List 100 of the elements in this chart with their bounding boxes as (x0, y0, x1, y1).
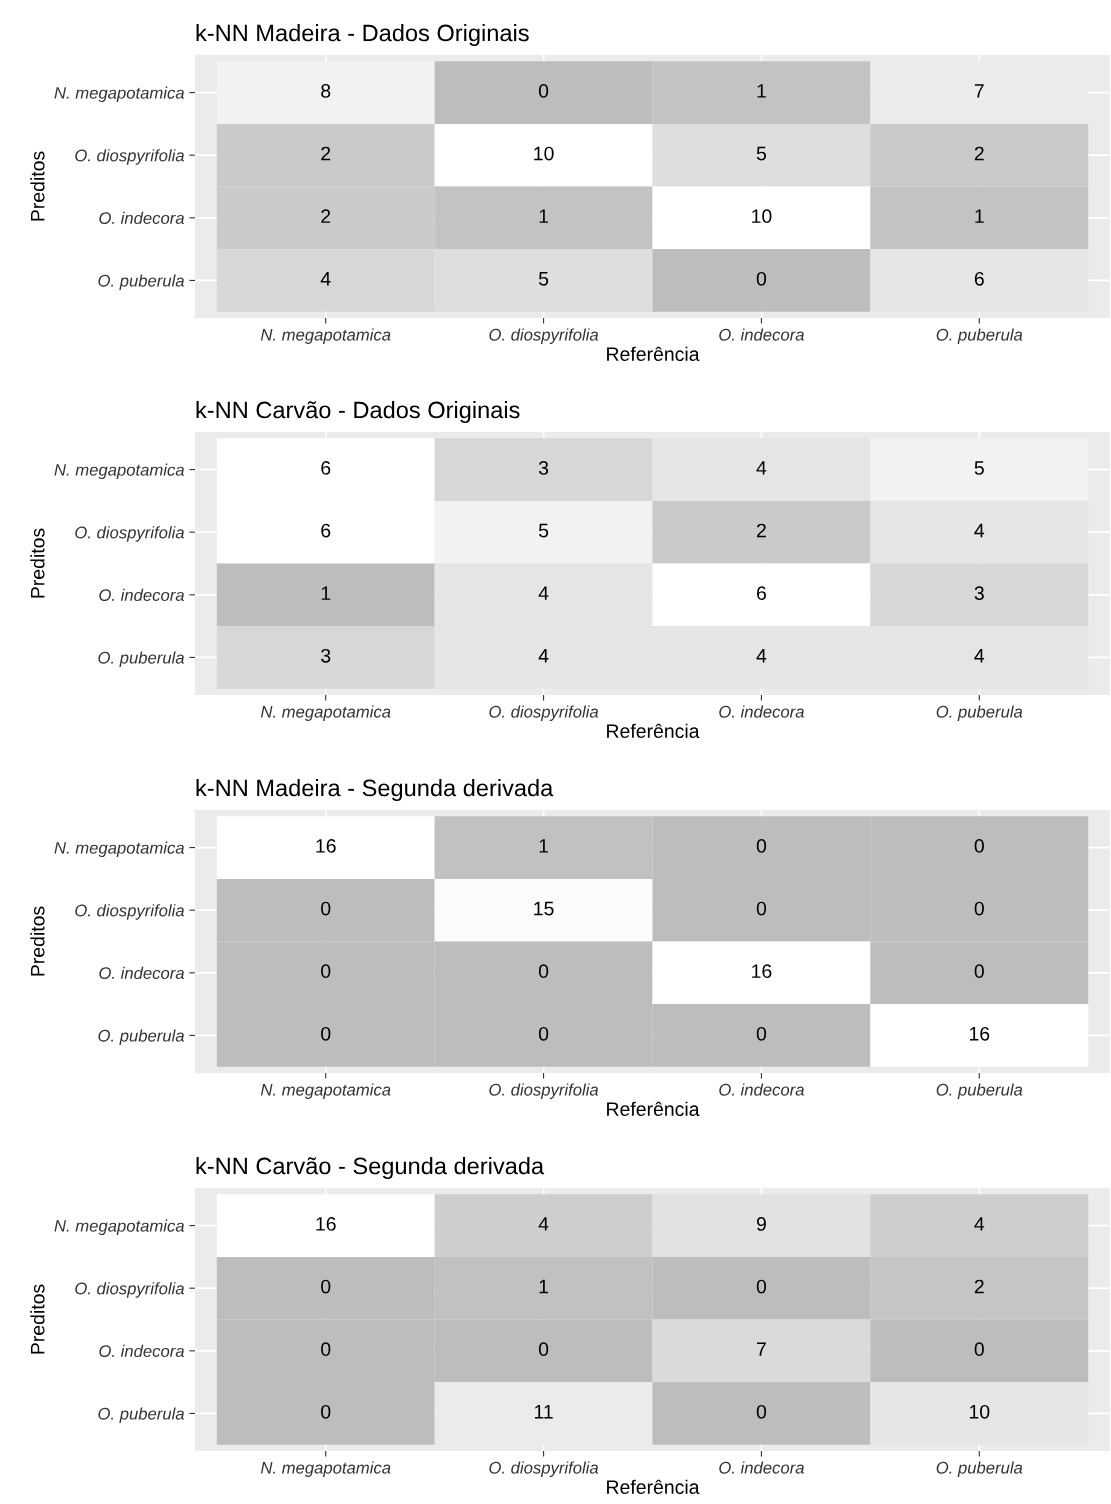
data-label: 0 (538, 964, 549, 979)
data-label: 0 (756, 901, 767, 916)
x-tick-label: N. megapotamica (260, 328, 391, 344)
data-label: 4 (974, 1217, 985, 1231)
data-label: 1 (975, 209, 984, 223)
data-label: 2 (321, 146, 331, 161)
x-tick-label: N. megapotamica (260, 1083, 391, 1099)
y-tick-label: O. diospyrifolia (75, 526, 185, 542)
data-label: 0 (538, 84, 549, 98)
x-tick-label: O. puberula (936, 328, 1023, 344)
data-label: 5 (538, 523, 549, 538)
data-label: 0 (321, 1026, 331, 1041)
data-label: 1 (757, 84, 766, 98)
data-label: 0 (321, 901, 331, 916)
data-label: 16 (316, 1217, 336, 1231)
data-label: 5 (974, 461, 984, 475)
data-label: 0 (756, 271, 767, 286)
y-tick-label: O. indecora (99, 588, 185, 602)
y-tick-label: O. indecora (99, 966, 185, 980)
y-tick-label: N. megapotamica (54, 841, 185, 858)
data-label: 7 (974, 84, 984, 98)
data-label: 0 (756, 1279, 767, 1294)
data-label: 0 (974, 901, 984, 916)
y-axis-title: Preditos (30, 1284, 45, 1354)
data-label: 9 (756, 1217, 766, 1231)
y-axis-title: Preditos (30, 151, 45, 221)
data-label: 16 (316, 839, 336, 853)
data-label: 4 (756, 461, 767, 475)
data-label: 15 (534, 901, 554, 916)
y-tick-label: O. diospyrifolia (75, 1282, 185, 1298)
x-tick-label: O. diospyrifolia (489, 1083, 599, 1099)
y-tick-label: O. diospyrifolia (75, 149, 185, 165)
y-tick-label: N. megapotamica (54, 86, 185, 103)
data-label: 6 (974, 271, 984, 286)
data-label: 3 (321, 648, 331, 663)
x-axis-title: Referência (607, 723, 700, 739)
data-label: 5 (756, 146, 767, 161)
data-label: 6 (321, 461, 331, 475)
data-label: 0 (321, 1279, 331, 1294)
data-label: 4 (538, 586, 549, 600)
x-axis-title: Referência (607, 1479, 700, 1495)
chart-title: k-NN Madeira - Segunda derivada (196, 779, 554, 802)
x-axis-title: Referência (607, 1101, 700, 1117)
data-label: 0 (321, 1404, 331, 1419)
x-tick-label: O. puberula (936, 1083, 1023, 1099)
x-axis-title: Referência (607, 346, 700, 362)
data-label: 2 (757, 523, 766, 538)
data-label: 6 (321, 523, 331, 538)
data-label: 0 (756, 1026, 767, 1041)
data-label: 2 (974, 146, 984, 161)
data-label: 10 (534, 146, 554, 161)
y-tick-label: N. megapotamica (54, 1219, 185, 1236)
y-tick-label: N. megapotamica (54, 463, 185, 480)
y-axis-title: Preditos (30, 528, 45, 598)
data-label: 4 (756, 649, 767, 663)
data-label: 3 (974, 586, 984, 601)
data-label: 16 (969, 1026, 990, 1041)
data-label: 0 (974, 839, 984, 853)
data-label: 6 (757, 586, 766, 601)
y-tick-label: O. puberula (98, 1029, 185, 1045)
data-label: 4 (974, 649, 985, 663)
data-label: 0 (974, 1342, 984, 1357)
y-tick-label: O. indecora (99, 211, 185, 225)
data-label: 0 (756, 1404, 767, 1419)
chart-title: k-NN Madeira - Dados Originais (196, 24, 529, 47)
x-tick-label: O. indecora (719, 705, 804, 718)
x-tick-label: O. diospyrifolia (489, 328, 599, 344)
x-tick-label: O. indecora (719, 1083, 804, 1096)
x-tick-label: O. diospyrifolia (489, 1461, 599, 1477)
data-label: 0 (974, 964, 984, 979)
x-tick-label: O. indecora (719, 1461, 804, 1474)
data-label: 5 (538, 272, 549, 286)
data-label: 1 (321, 586, 331, 600)
data-label: 7 (757, 1342, 766, 1356)
x-tick-label: O. indecora (719, 328, 804, 341)
data-label: 4 (320, 272, 331, 286)
data-label: 3 (538, 461, 549, 475)
y-axis-title: Preditos (30, 906, 45, 976)
x-tick-label: N. megapotamica (260, 1461, 391, 1477)
y-tick-label: O. indecora (99, 1344, 185, 1358)
data-label: 10 (969, 1404, 990, 1419)
x-tick-label: O. diospyrifolia (489, 705, 599, 721)
y-tick-label: O. puberula (98, 1407, 185, 1423)
chart-title: k-NN Carvão - Dados Originais (196, 401, 520, 424)
data-label: 0 (756, 839, 767, 853)
data-label: 4 (538, 649, 549, 663)
data-label: 1 (539, 839, 549, 853)
x-tick-label: O. puberula (936, 1461, 1023, 1477)
y-tick-label: O. puberula (98, 274, 185, 290)
data-label: 0 (538, 1026, 549, 1041)
data-label: 16 (752, 964, 772, 979)
data-label: 1 (539, 209, 549, 223)
data-label: 8 (321, 84, 331, 98)
y-tick-label: O. diospyrifolia (75, 904, 185, 920)
data-label: 0 (538, 1342, 549, 1357)
x-tick-label: N. megapotamica (260, 705, 391, 721)
data-label: 10 (752, 209, 772, 224)
data-label: 1 (539, 1279, 549, 1294)
data-label: 0 (321, 964, 331, 979)
data-label: 2 (974, 1279, 984, 1294)
